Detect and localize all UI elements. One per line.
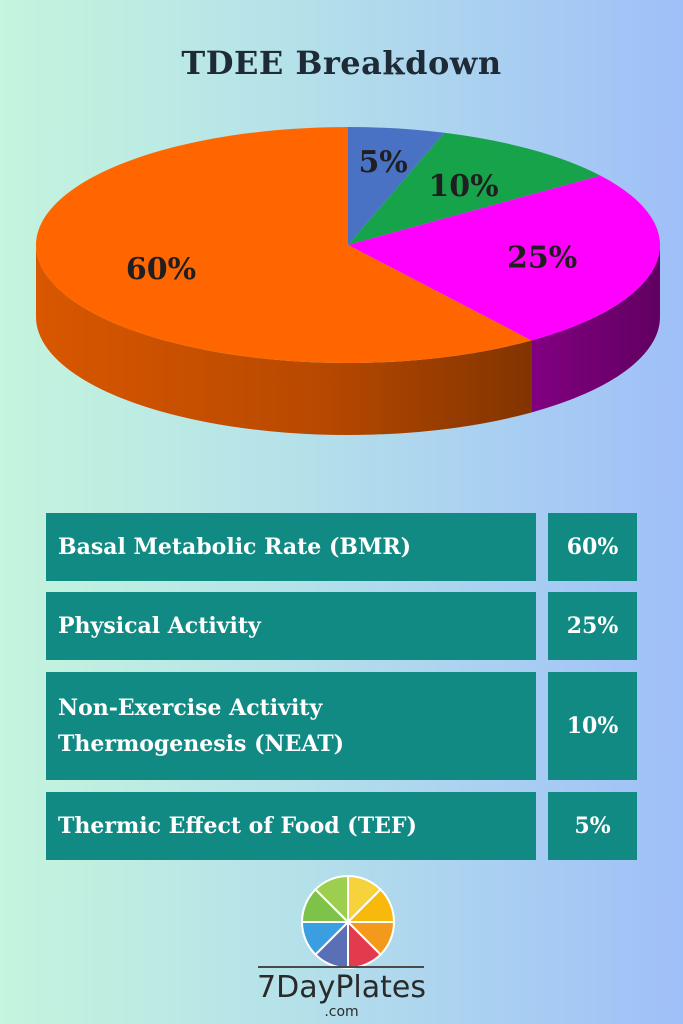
pie-slice-label: 25% — [507, 241, 577, 276]
brand-name: 7DayPlates — [257, 970, 426, 1005]
pie-slice — [35, 127, 532, 363]
pie-slice — [348, 127, 445, 245]
component-name: Non-Exercise Activity Thermogenesis (NEA… — [46, 672, 536, 780]
pie-slice-label: 5% — [358, 145, 407, 180]
component-name: Thermic Effect of Food (TEF) — [46, 792, 536, 860]
component-percent: 5% — [548, 792, 637, 860]
component-percent: 25% — [548, 592, 637, 660]
pie-chart: 5% 10% 25% 60% — [35, 127, 660, 435]
pie-slice — [348, 175, 660, 341]
pie-side-wall — [36, 245, 532, 435]
pie-slice-label: 10% — [428, 169, 498, 204]
table-row: Thermic Effect of Food (TEF) 5% — [46, 792, 637, 860]
component-percent: 60% — [548, 513, 637, 581]
logo-wedge — [314, 874, 349, 925]
table-row: Non-Exercise Activity Thermogenesis (NEA… — [46, 672, 637, 780]
table-row: Basal Metabolic Rate (BMR) 60% — [46, 513, 637, 581]
pie-slice — [348, 132, 601, 245]
table-row: Physical Activity 25% — [46, 592, 637, 660]
brand-domain: .com — [324, 1004, 359, 1020]
brand-logo-icon — [300, 874, 396, 970]
pie-slice-label: 60% — [126, 252, 196, 287]
component-name: Basal Metabolic Rate (BMR) — [46, 513, 536, 581]
pie-side-wall — [531, 245, 660, 413]
component-percent: 10% — [548, 672, 637, 780]
brand-divider — [258, 966, 424, 968]
component-name: Physical Activity — [46, 592, 536, 660]
chart-title: TDEE Breakdown — [181, 44, 502, 82]
